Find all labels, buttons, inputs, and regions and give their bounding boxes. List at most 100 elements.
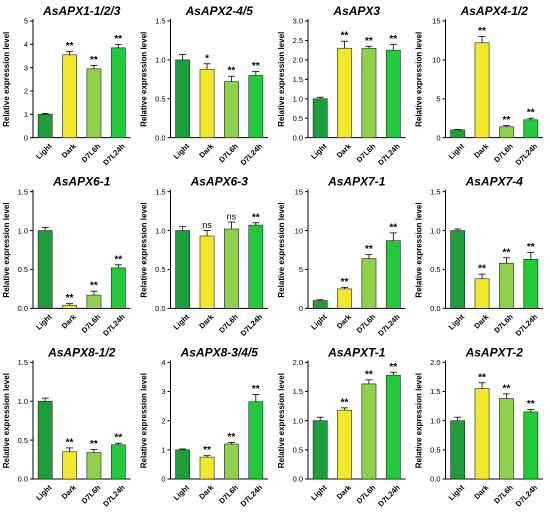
significance-label: **: [114, 254, 122, 265]
y-tick-label: 1.0: [155, 56, 165, 65]
bar-dark: [62, 451, 77, 480]
y-tick-label: 0: [24, 133, 28, 142]
significance-label: **: [389, 362, 397, 373]
y-tick-label: 2.0: [430, 358, 440, 367]
significance-label: ns: [202, 220, 212, 230]
bar-dark: [337, 409, 352, 480]
x-tick-label: D7L6h: [355, 141, 378, 164]
bar-d7l24h: [110, 444, 126, 480]
bar-d7l24h: [248, 75, 264, 138]
x-tick-label: D7L24h: [239, 312, 265, 338]
y-tick-label: 0.5: [155, 94, 165, 103]
x-tick-label: Light: [172, 141, 192, 161]
x-tick-label: D7L24h: [101, 312, 127, 338]
y-tick-label: 4: [161, 358, 165, 367]
bar-d7l24h: [385, 240, 401, 309]
y-axis-label: Relative expression level: [415, 202, 424, 297]
significance-label: **: [341, 277, 349, 288]
significance-label: **: [114, 433, 122, 444]
x-tick-label: Light: [309, 312, 329, 332]
significance-label: **: [66, 293, 74, 304]
panel-title: AsAPX2-4/5: [185, 4, 254, 18]
bar-light: [37, 114, 53, 138]
y-tick-label: 1.5: [18, 187, 28, 196]
y-tick-label: 1.0: [18, 397, 28, 406]
y-tick-label: 5: [436, 94, 440, 103]
bar-dark: [199, 68, 215, 138]
x-tick-label: Light: [447, 312, 467, 332]
significance-label: **: [228, 432, 236, 443]
panel-title: AsAPX7-4: [465, 175, 524, 189]
x-tick-label: D7L6h: [492, 483, 515, 506]
panel-title: AsAPX8-1/2: [47, 345, 116, 359]
bar-d7l6h: [224, 81, 239, 138]
y-tick-label: 0.0: [18, 304, 28, 313]
significance-label: *: [205, 53, 209, 64]
bar-d7l6h: [224, 228, 239, 309]
x-tick-label: Dark: [197, 482, 216, 501]
y-tick-label: 0.0: [155, 133, 165, 142]
significance-label: **: [341, 397, 349, 408]
bar-d7l24h: [523, 259, 539, 309]
panel-title: AsAPX6-3: [190, 175, 249, 189]
x-tick-label: D7L6h: [492, 312, 515, 335]
x-tick-label: D7L24h: [239, 483, 265, 509]
panel-asapx8-3-4-5: AsAPX8-3/4/5 Relative expression level 0 1 2…: [140, 345, 268, 509]
panel-asapx1-1-2-3: AsAPX1-1/2/3 Relative expression level 0 1 2…: [2, 4, 131, 167]
significance-label: **: [503, 247, 511, 258]
significance-label: **: [90, 281, 98, 292]
panel-asapx8-1-2: AsAPX8-1/2 Relative expression level 0.0 0.…: [2, 345, 131, 509]
y-axis-label: Relative expression level: [140, 202, 149, 297]
bar-d7l6h: [224, 443, 239, 480]
x-tick-label: Dark: [197, 312, 216, 331]
y-axis-label: Relative expression level: [2, 202, 11, 297]
bar-d7l6h: [499, 262, 514, 309]
bar-dark: [474, 42, 490, 138]
panel-asapx7-4: AsAPX7-4 Relative expression level 0.0 0.5 1…: [415, 175, 543, 338]
y-tick-label: 2: [24, 87, 28, 96]
x-tick-label: Light: [34, 141, 54, 161]
x-tick-label: D7L6h: [355, 312, 378, 335]
bar-dark: [337, 288, 352, 309]
significance-label: **: [341, 31, 349, 42]
x-tick-label: Light: [172, 483, 192, 503]
y-tick-label: 1.0: [293, 416, 303, 425]
x-tick-label: Dark: [60, 482, 79, 501]
x-tick-label: D7L6h: [80, 312, 103, 335]
bar-d7l6h: [499, 398, 514, 480]
y-tick-label: 3: [24, 63, 28, 72]
y-axis-label: Relative expression level: [277, 32, 286, 127]
significance-label: **: [66, 437, 74, 448]
y-axis-label: Relative expression level: [277, 373, 286, 468]
x-tick-label: D7L24h: [101, 483, 127, 509]
significance-label: **: [527, 108, 535, 119]
bar-dark: [62, 304, 77, 309]
bar-d7l24h: [523, 411, 539, 480]
y-tick-label: 1.0: [155, 226, 165, 235]
bar-light: [37, 400, 53, 480]
y-tick-label: 1.0: [18, 226, 28, 235]
significance-label: **: [365, 244, 373, 255]
y-tick-label: 1: [24, 110, 28, 119]
x-tick-label: D7L6h: [80, 141, 103, 164]
significance-label: **: [527, 242, 535, 253]
x-tick-label: D7L24h: [239, 141, 265, 167]
panel-asapx7-1: AsAPX7-1 Relative expression level 0 5 10 15 L…: [277, 175, 406, 338]
y-axis-label: Relative expression level: [140, 32, 149, 127]
y-tick-label: 0.0: [293, 133, 303, 142]
y-tick-label: 1.5: [18, 358, 28, 367]
y-tick-label: 1.5: [155, 17, 165, 26]
x-tick-label: Dark: [60, 141, 79, 160]
y-tick-label: 0.5: [155, 265, 165, 274]
bar-d7l24h: [248, 401, 264, 480]
significance-label: **: [527, 399, 535, 410]
y-tick-label: 0.0: [155, 304, 165, 313]
y-tick-label: 4: [24, 40, 28, 49]
bar-d7l6h: [361, 47, 377, 138]
y-tick-label: 1.0: [293, 94, 303, 103]
significance-label: **: [252, 212, 260, 223]
significance-label: **: [365, 36, 373, 47]
panel-title: AsAPX8-3/4/5: [180, 345, 259, 359]
y-tick-label: 0: [161, 475, 165, 484]
